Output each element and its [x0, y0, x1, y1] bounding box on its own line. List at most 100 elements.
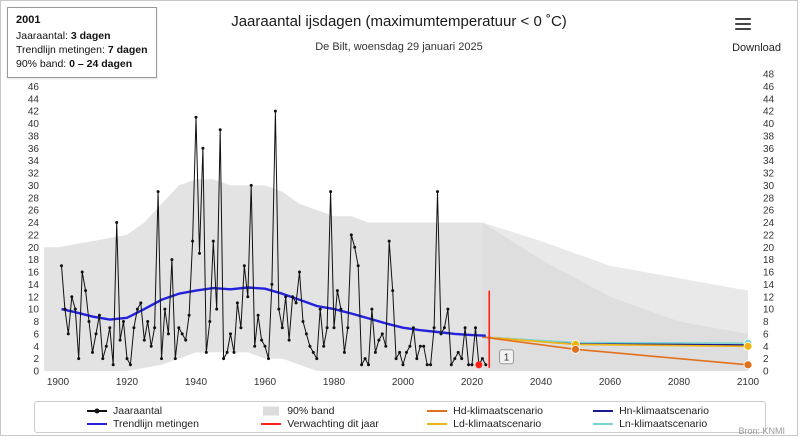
Hd-klimaatscenario-marker [743, 360, 753, 370]
data-point [484, 363, 488, 367]
data-point [153, 326, 157, 330]
y-tick-right: 24 [763, 218, 775, 229]
data-point [360, 363, 364, 367]
y-tick-right: 14 [763, 280, 775, 291]
data-point [391, 289, 395, 293]
legend-marker-icon [427, 422, 448, 425]
data-point [339, 307, 343, 311]
hover-tooltip: 2001 Jaaraantal: 3 dagen Trendlijn metin… [7, 7, 157, 79]
data-point [225, 350, 229, 354]
menu-icon[interactable] [733, 13, 753, 35]
annotation-box [499, 349, 514, 365]
legend-label: Hd-klimaatscenario [453, 404, 544, 417]
annotation-label: 1 [504, 352, 510, 363]
data-point [73, 307, 77, 311]
legend-marker-icon [593, 422, 614, 425]
y-tick-left: 40 [28, 119, 40, 130]
data-point [298, 270, 301, 274]
data-point [111, 363, 115, 367]
data-point [311, 350, 315, 354]
Ld-klimaatscenario-marker [743, 341, 753, 351]
data-point [401, 363, 405, 367]
data-point [163, 307, 167, 311]
data-point [387, 239, 391, 243]
data-point [104, 344, 108, 348]
y-tick-right: 12 [763, 292, 775, 303]
data-point [218, 128, 222, 132]
legend-item-hd-klimaatscenario[interactable]: Hd-klimaatscenario [427, 405, 593, 417]
data-point [322, 344, 326, 348]
y-tick-left: 26 [28, 206, 40, 217]
data-point [442, 326, 446, 330]
y-tick-left: 16 [28, 268, 40, 279]
legend-item-90-band[interactable]: 90% band [261, 405, 427, 417]
legend-label: Verwachting dit jaar [287, 417, 379, 430]
y-tick-right: 22 [763, 230, 775, 241]
data-point [87, 320, 91, 323]
data-point [280, 326, 284, 330]
data-point [135, 307, 139, 311]
y-tick-left: 2 [33, 354, 39, 365]
data-point [429, 363, 433, 367]
data-point [246, 295, 250, 299]
x-tick: 1920 [116, 377, 139, 388]
legend-label: Ld-klimaatscenario [453, 417, 542, 430]
data-point [91, 350, 94, 354]
legend-item-hn-klimaatscenario[interactable]: Hn-klimaatscenario [593, 405, 759, 417]
data-point [474, 326, 477, 330]
y-tick-left: 44 [28, 94, 40, 105]
x-tick: 1980 [323, 377, 346, 388]
legend-item-verwachting-dit-jaar[interactable]: Verwachting dit jaar [261, 418, 427, 430]
data-point [367, 363, 370, 367]
data-point [191, 239, 195, 243]
data-point [353, 245, 357, 249]
data-point [411, 326, 415, 330]
x-tick: 2020 [461, 377, 484, 388]
legend-item-jaaraantal[interactable]: Jaaraantal [87, 405, 261, 417]
tooltip-year: 2001 [16, 14, 41, 26]
data-point [398, 350, 402, 354]
y-tick-right: 28 [763, 193, 775, 204]
data-point [394, 357, 398, 361]
y-tick-left: 10 [28, 305, 40, 316]
data-point [170, 258, 174, 262]
data-point [315, 357, 319, 361]
data-point [277, 307, 281, 311]
legend-item-ld-klimaatscenario[interactable]: Ld-klimaatscenario [427, 418, 593, 430]
legend-label: Jaaraantal [113, 404, 163, 417]
data-point [239, 326, 243, 330]
data-point [384, 344, 388, 348]
legend-item-trendlijn-metingen[interactable]: Trendlijn metingen [87, 418, 261, 430]
tooltip-row: Jaaraantal: 3 dagen [16, 29, 111, 42]
y-tick-left: 8 [33, 317, 39, 328]
y-tick-right: 38 [763, 131, 775, 142]
topbar: Download [732, 13, 781, 54]
data-point [346, 326, 350, 330]
data-point [260, 338, 264, 342]
legend-marker-icon [87, 408, 107, 413]
data-point [232, 350, 236, 354]
legend-item-ln-klimaatscenario[interactable]: Ln-klimaatscenario [593, 418, 759, 430]
y-tick-right: 0 [763, 367, 769, 378]
legend-marker-icon [263, 406, 280, 415]
90%-band-projectie-smal [482, 222, 748, 371]
data-point [467, 363, 471, 367]
data-point [446, 307, 450, 311]
data-point [380, 332, 384, 336]
data-point [222, 357, 226, 361]
y-tick-right: 40 [763, 119, 775, 130]
y-tick-right: 26 [763, 206, 775, 217]
y-tick-right: 44 [763, 94, 775, 105]
x-tick: 2080 [668, 377, 691, 388]
data-point [422, 344, 426, 348]
data-point [480, 357, 484, 361]
y-tick-left: 20 [28, 243, 40, 254]
data-point [177, 326, 181, 330]
download-button[interactable]: Download [732, 42, 781, 54]
data-point [201, 146, 205, 150]
y-tick-left: 28 [28, 193, 40, 204]
jaaraantal-line [61, 111, 487, 367]
x-tick: 1960 [254, 377, 277, 388]
